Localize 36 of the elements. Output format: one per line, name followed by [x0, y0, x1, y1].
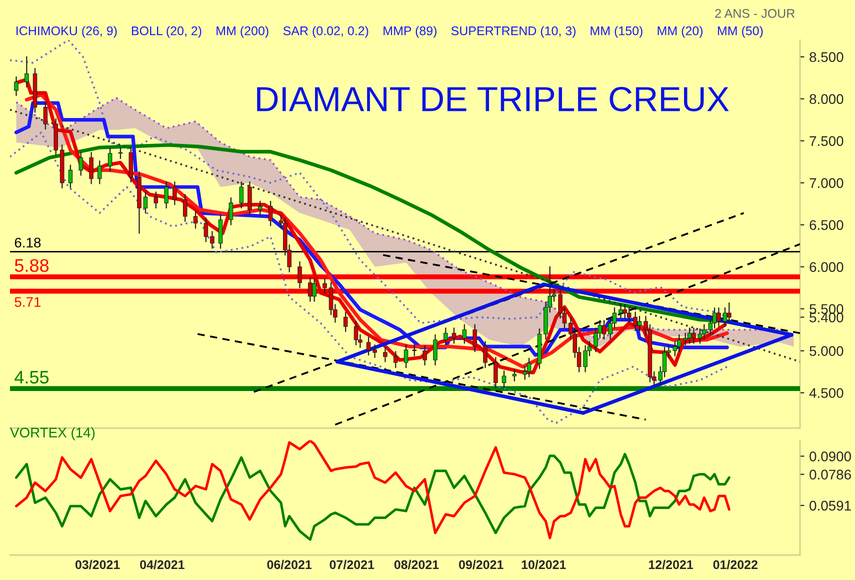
- y-tick-label: 8.000: [810, 94, 844, 104]
- text: MMP (89): [384, 26, 436, 38]
- text: SUPERTREND (10, 3): [451, 26, 576, 38]
- text: MM (50): [718, 26, 763, 38]
- y-tick-label: 5.000: [810, 346, 844, 356]
- text: MM (20): [658, 26, 703, 38]
- ref-line-label: 5.88: [14, 259, 49, 272]
- y-tick-label: 7.000: [810, 178, 844, 188]
- x-tick-label: 10/2021: [522, 560, 566, 570]
- y-tick-label: 0.0900: [810, 452, 851, 462]
- y-tick-label: 0.0591: [810, 500, 851, 511]
- text: ICHIMOKU (26, 9): [16, 26, 117, 38]
- x-tick-label: 03/2021: [75, 560, 120, 570]
- text: MM (200): [216, 26, 268, 38]
- x-tick-label: 01/2022: [713, 560, 758, 570]
- chart-subtitle: 2 ANS - JOUR: [715, 9, 795, 18]
- text: BOLL (20, 2): [132, 26, 202, 38]
- ref-line-label: 6.18: [14, 238, 41, 248]
- text: DIAMANT DE TRIPLE CREUX: [257, 86, 729, 112]
- chart-title: VORTEX (14): [10, 427, 95, 440]
- text: SAR (0.02, 0.2): [283, 26, 368, 38]
- x-tick-label: 08/2021: [394, 560, 439, 570]
- text: MM (150): [590, 26, 642, 38]
- y-tick-label: 4.500: [809, 388, 844, 398]
- x-tick-label: 04/2021: [140, 560, 184, 570]
- ref-line-label: 4.55: [14, 371, 49, 384]
- x-tick-label: 12/2021: [648, 560, 694, 570]
- y-tick-label: 7.500: [810, 136, 844, 146]
- ref-line-label: 5.71: [14, 297, 41, 307]
- x-tick-label: 09/2021: [459, 560, 504, 570]
- x-tick-label: 06/2021: [267, 560, 312, 570]
- y-tick-label: 6.000: [810, 262, 844, 272]
- x-tick-label: 07/2021: [330, 560, 374, 570]
- y-tick-label: 8.500: [810, 52, 844, 62]
- y-tick-label: 6.500: [810, 220, 844, 230]
- y-tick-label: 0.0786: [810, 470, 851, 480]
